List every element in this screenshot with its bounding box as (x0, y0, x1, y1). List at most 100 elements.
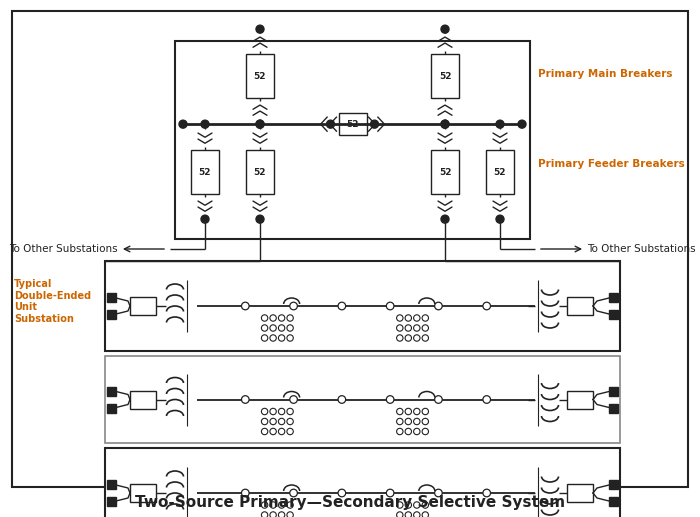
Circle shape (290, 302, 298, 310)
Text: Primary Main Breakers: Primary Main Breakers (538, 69, 673, 79)
Circle shape (270, 418, 276, 424)
Circle shape (414, 418, 420, 424)
Circle shape (397, 335, 403, 341)
Circle shape (435, 489, 442, 497)
Circle shape (241, 396, 249, 403)
Bar (105, 356, 620, 443)
Bar (107, 293, 116, 302)
Circle shape (338, 302, 346, 310)
Bar (107, 387, 116, 396)
Circle shape (414, 408, 420, 415)
Circle shape (279, 418, 285, 424)
Bar (191, 150, 219, 194)
Bar (609, 387, 618, 396)
Circle shape (414, 512, 420, 517)
Circle shape (414, 315, 420, 321)
Circle shape (386, 489, 394, 497)
Bar (609, 310, 618, 319)
Circle shape (270, 315, 276, 321)
Circle shape (256, 215, 264, 223)
Circle shape (279, 315, 285, 321)
Circle shape (256, 120, 264, 128)
Circle shape (422, 408, 428, 415)
Bar (130, 484, 156, 502)
Circle shape (414, 335, 420, 341)
Circle shape (422, 335, 428, 341)
Circle shape (441, 120, 449, 128)
Bar (175, 41, 530, 239)
Circle shape (414, 428, 420, 435)
Circle shape (435, 396, 442, 403)
Circle shape (201, 215, 209, 223)
Circle shape (279, 428, 285, 435)
Circle shape (405, 325, 412, 331)
Circle shape (405, 315, 412, 321)
Circle shape (435, 302, 442, 310)
Circle shape (414, 502, 420, 508)
Circle shape (270, 512, 276, 517)
Bar (567, 297, 593, 315)
Circle shape (496, 120, 504, 128)
Circle shape (405, 502, 412, 508)
Text: Two-Source Primary—Secondary Selective System: Two-Source Primary—Secondary Selective S… (135, 495, 565, 510)
Circle shape (386, 396, 394, 403)
Bar (130, 297, 156, 315)
Circle shape (397, 512, 403, 517)
Text: 52: 52 (494, 168, 506, 177)
Circle shape (422, 502, 428, 508)
Circle shape (270, 335, 276, 341)
Circle shape (279, 325, 285, 331)
Bar (486, 150, 514, 194)
Circle shape (287, 315, 293, 321)
Circle shape (287, 502, 293, 508)
Circle shape (441, 120, 449, 128)
Text: 52: 52 (199, 168, 211, 177)
Text: 52: 52 (253, 168, 266, 177)
Bar (246, 54, 274, 98)
Bar (567, 484, 593, 502)
Circle shape (405, 428, 412, 435)
Bar (431, 150, 459, 194)
Circle shape (261, 502, 268, 508)
Circle shape (261, 512, 268, 517)
Circle shape (422, 512, 428, 517)
Circle shape (397, 325, 403, 331)
Circle shape (441, 25, 449, 33)
Text: 52: 52 (346, 119, 358, 129)
Circle shape (279, 408, 285, 415)
Circle shape (496, 215, 504, 223)
Circle shape (397, 408, 403, 415)
Circle shape (483, 302, 491, 310)
Bar (609, 480, 618, 489)
Bar (431, 54, 459, 98)
Bar (567, 390, 593, 408)
Circle shape (287, 325, 293, 331)
Bar (130, 390, 156, 408)
Circle shape (326, 120, 335, 128)
Circle shape (483, 489, 491, 497)
Circle shape (179, 120, 187, 128)
Circle shape (261, 335, 268, 341)
Text: 52: 52 (253, 72, 266, 81)
Circle shape (270, 428, 276, 435)
Circle shape (261, 325, 268, 331)
Circle shape (287, 512, 293, 517)
Circle shape (287, 418, 293, 424)
Circle shape (270, 325, 276, 331)
Circle shape (370, 120, 379, 128)
Circle shape (270, 408, 276, 415)
Bar (609, 497, 618, 506)
Bar (609, 293, 618, 302)
Circle shape (287, 408, 293, 415)
Circle shape (338, 396, 346, 403)
Text: To Other Substations: To Other Substations (9, 244, 118, 254)
Circle shape (256, 25, 264, 33)
Text: 52: 52 (439, 72, 452, 81)
Circle shape (279, 335, 285, 341)
Circle shape (201, 120, 209, 128)
Text: Primary Feeder Breakers: Primary Feeder Breakers (538, 159, 685, 169)
Circle shape (241, 489, 249, 497)
Bar (107, 310, 116, 319)
Circle shape (279, 512, 285, 517)
Circle shape (414, 325, 420, 331)
